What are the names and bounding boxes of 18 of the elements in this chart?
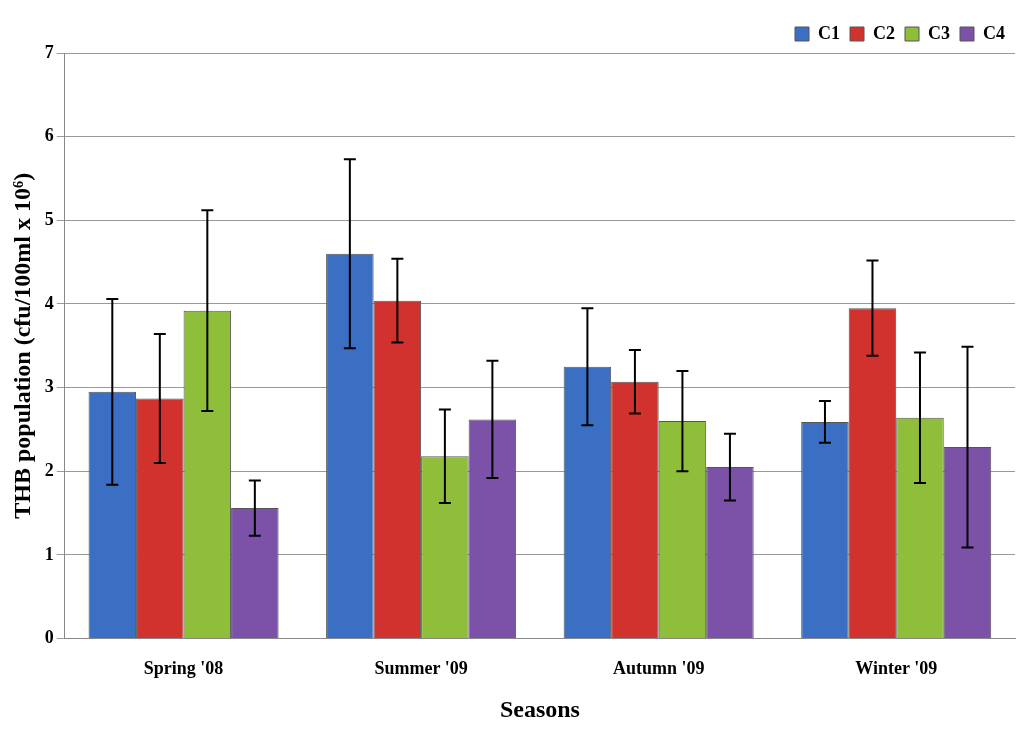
y-tick-label: 6 — [44, 125, 54, 146]
y-tick-label: 7 — [44, 41, 54, 62]
x-tick-label: Winter '09 — [855, 658, 938, 679]
legend-label: C2 — [873, 22, 895, 43]
legend-label: C1 — [818, 22, 840, 43]
legend-label: C4 — [983, 22, 1005, 43]
y-tick-label: 0 — [44, 627, 54, 648]
y-tick-label: 2 — [44, 459, 54, 480]
x-tick-label: Spring '08 — [143, 658, 224, 679]
x-tick-label: Summer '09 — [374, 658, 468, 679]
x-tick-label: Autumn '09 — [612, 658, 705, 679]
x-axis-title: Seasons — [499, 695, 580, 722]
legend-label: C3 — [928, 22, 950, 43]
y-tick-label: 3 — [44, 376, 54, 397]
y-tick-label: 1 — [44, 543, 54, 564]
y-tick-label: 4 — [44, 292, 54, 313]
y-tick-label: 5 — [44, 208, 54, 229]
y-axis-title: THB population (cfu/100ml x 10⁶) — [8, 172, 35, 519]
